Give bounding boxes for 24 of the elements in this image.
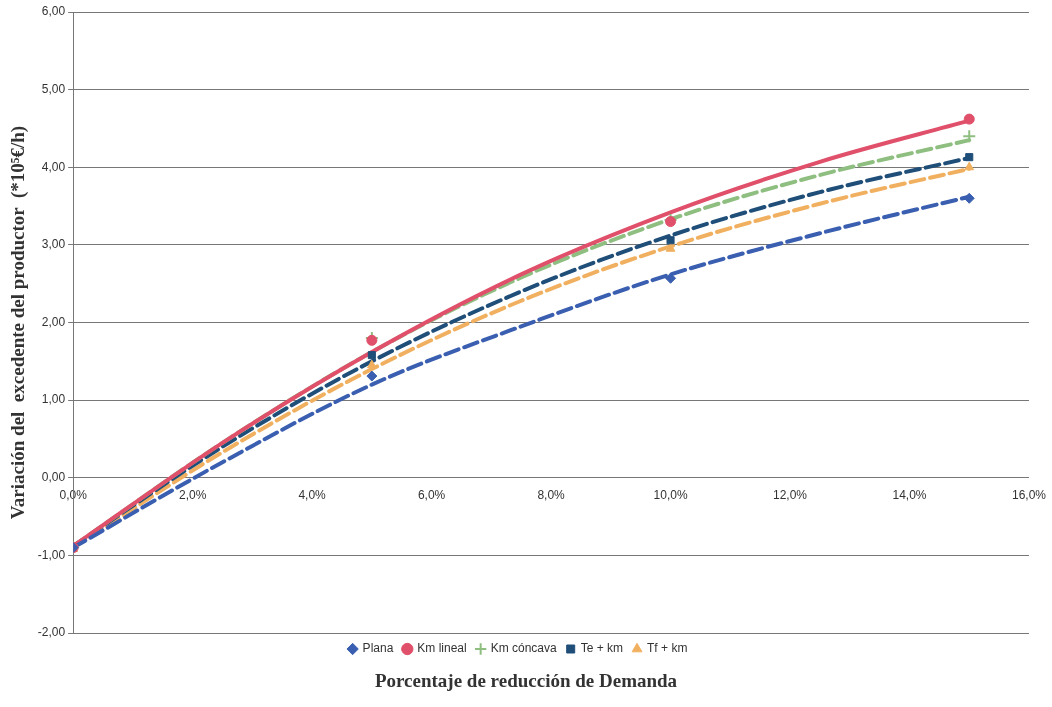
legend-label: Tf + km xyxy=(647,641,688,656)
x-tick-label: 6,0% xyxy=(417,488,446,503)
y-tick-label: 4,00 xyxy=(41,159,66,174)
x-axis-title: Porcentaje de reducción de Demanda xyxy=(373,670,679,692)
y-tick-label: 5,00 xyxy=(41,81,66,96)
x-tick-label: 4,0% xyxy=(298,488,327,503)
legend-label: Km lineal xyxy=(417,641,467,656)
y-tick-label: 0,00 xyxy=(41,470,66,485)
x-tick-label: 10,0% xyxy=(653,488,688,503)
x-tick-label: 8,0% xyxy=(537,488,566,503)
y-tick-label: 2,00 xyxy=(41,314,66,329)
y-tick-label: 6,00 xyxy=(41,4,66,19)
x-tick-label: 12,0% xyxy=(773,488,808,503)
legend-label: Plana xyxy=(362,641,394,656)
y-tick-label: -2,00 xyxy=(37,625,66,640)
x-tick-label: 14,0% xyxy=(892,488,927,503)
legend-label: Te + km xyxy=(580,641,624,656)
y-axis-title: Variación del excedente del productor (*10⁵€/h) xyxy=(7,125,30,520)
y-tick-label: -1,00 xyxy=(37,547,66,562)
x-tick-label: 16,0% xyxy=(1011,488,1047,503)
y-tick-label: 1,00 xyxy=(41,392,66,407)
y-tick-label: 3,00 xyxy=(41,237,66,252)
legend-label: Km cóncava xyxy=(490,641,558,656)
x-tick-label: 2,0% xyxy=(178,488,207,503)
